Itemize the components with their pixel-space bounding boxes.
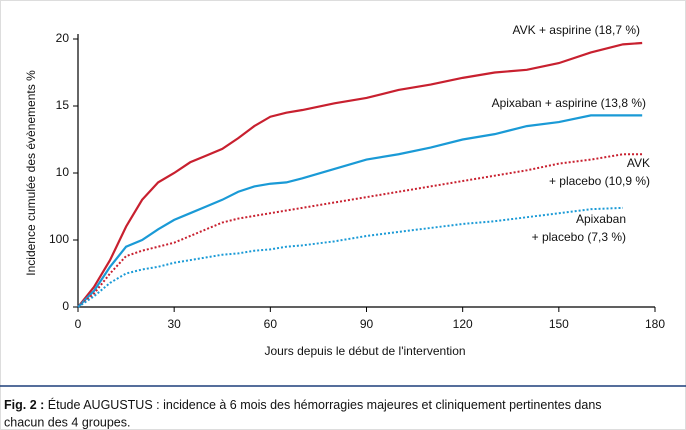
series-label: AVK + aspirine (18,7 %) <box>512 23 640 37</box>
caption: Fig. 2 : Étude AUGUSTUS : incidence à 6 … <box>4 397 602 412</box>
x-tick-label: 180 <box>645 317 665 331</box>
x-tick-label: 30 <box>167 317 181 331</box>
x-tick-label: 120 <box>453 317 473 331</box>
y-tick-label: 0 <box>62 299 69 313</box>
x-tick-label: 90 <box>360 317 374 331</box>
series-line <box>77 41 643 308</box>
y-tick-label: 10 <box>56 165 70 179</box>
y-tick-label: 100 <box>49 232 69 246</box>
series-label: AVK <box>627 156 650 170</box>
x-tick-label: 0 <box>75 317 82 331</box>
series-label: + placebo (10,9 %) <box>549 174 650 188</box>
x-tick-label: 150 <box>549 317 569 331</box>
series-line <box>77 153 643 308</box>
series-label: Apixaban + aspirine (13,8 %) <box>492 96 646 110</box>
x-axis-label: Jours depuis le début de l'intervention <box>264 344 465 358</box>
caption-text: Étude AUGUSTUS : incidence à 6 mois des … <box>48 397 602 412</box>
x-tick-label: 60 <box>264 317 278 331</box>
y-axis-label: Incidence cumulée des évènements % <box>24 70 38 276</box>
series-line <box>77 206 623 308</box>
y-tick-label: 15 <box>56 98 70 112</box>
caption-label: Fig. 2 : <box>4 398 44 412</box>
caption-text: chacun des 4 groupes. <box>4 415 130 429</box>
series-label: Apixaban <box>576 212 626 226</box>
series-label: + placebo (7,3 %) <box>532 230 626 244</box>
y-tick-label: 20 <box>56 31 70 45</box>
series-line <box>77 114 643 308</box>
